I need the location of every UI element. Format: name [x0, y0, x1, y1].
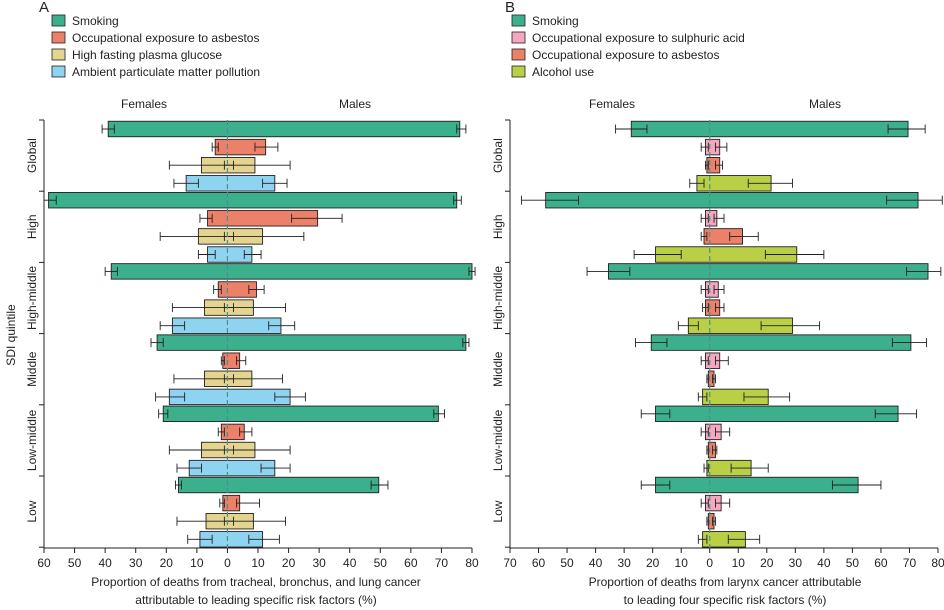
x-tick-label: 50 [560, 556, 574, 570]
bar-low-middle-0 [162, 405, 439, 422]
bar-global-3 [185, 175, 276, 192]
legend-swatch-0 [511, 14, 526, 27]
x-tick-label: 80 [465, 556, 479, 570]
legend-swatch-3 [51, 65, 66, 78]
group-label-high: High [491, 214, 505, 239]
panel-a-group-labels: Global High High-middle Middle Low-middle Low [25, 119, 44, 548]
x-tick-label: 40 [589, 556, 603, 570]
legend-label-0: Smoking [532, 14, 579, 28]
group-label-global: Global [491, 138, 505, 173]
legend-swatch-1 [511, 31, 526, 44]
panel-a-xlabel-line2: attributable to leading specific risk fa… [135, 593, 376, 607]
legend-swatch-3 [511, 65, 526, 78]
x-tick-label: 10 [732, 556, 746, 570]
bar-middle-3 [168, 388, 291, 406]
x-tick-label: 30 [129, 556, 143, 570]
group-label-high: High [25, 214, 39, 239]
panel-a: A Smoking Occupational exposure to asbest… [25, 0, 479, 607]
bar-high-middle-3 [171, 317, 282, 334]
panel-b-xlabel-line1: Proportion of deaths from larynx cancer … [589, 575, 862, 589]
x-tick-label: 60 [37, 556, 51, 570]
legend-label-2: Occupational exposure to asbestos [532, 48, 719, 62]
group-label-low-middle: Low-middle [25, 409, 39, 471]
x-tick-label: 40 [817, 556, 831, 570]
panel-a-letter: A [39, 0, 49, 16]
x-tick-label: 0 [224, 556, 231, 570]
bar-global-0 [107, 120, 461, 138]
x-tick-label: 10 [190, 556, 204, 570]
panel-a-females-label: Females [121, 97, 167, 111]
x-tick-label: 70 [903, 556, 917, 570]
panel-b-xlabel-line2: to leading four specific risk factors (%… [624, 593, 827, 607]
panel-b-females-label: Females [589, 97, 635, 111]
legend-label-3: Alcohol use [532, 65, 594, 79]
legend-swatch-1 [51, 31, 66, 44]
group-label-high-middle: High-middle [25, 266, 39, 330]
panel-b-bars [520, 120, 943, 548]
legend-swatch-2 [511, 48, 526, 61]
x-tick-label: 60 [404, 556, 418, 570]
group-label-global: Global [25, 138, 39, 173]
panel-b-x-ticks: 70 60 50 40 30 20 10 0 10 20 30 40 50 60 70 80 [503, 548, 944, 570]
x-tick-label: 0 [706, 556, 713, 570]
x-tick-label: 60 [874, 556, 888, 570]
x-tick-label: 70 [435, 556, 449, 570]
panel-b: B Smoking Occupational exposure to sulphu… [491, 0, 944, 607]
x-tick-label: 20 [160, 556, 174, 570]
bar-low-0 [178, 476, 380, 494]
x-tick-label: 70 [503, 556, 517, 570]
bar-middle-0 [650, 334, 912, 351]
x-tick-label: 80 [931, 556, 944, 570]
legend-swatch-2 [51, 48, 66, 61]
legend-label-3: Ambient particulate matter pollution [72, 65, 260, 79]
bar-low-middle-0 [655, 405, 899, 422]
x-tick-label: 30 [789, 556, 803, 570]
x-tick-label: 20 [646, 556, 660, 570]
legend-label-1: Occupational exposure to asbestos [72, 31, 259, 45]
x-tick-label: 10 [251, 556, 265, 570]
x-tick-label: 40 [98, 556, 112, 570]
group-label-middle: Middle [25, 351, 39, 387]
legend-swatch-0 [51, 14, 66, 27]
group-label-low-middle: Low-middle [491, 409, 505, 471]
panel-b-group-labels: Global High High-middle Middle Low-middle Low [491, 119, 510, 548]
x-tick-label: 50 [68, 556, 82, 570]
panel-a-males-label: Males [339, 97, 371, 111]
panel-b-legend: Smoking Occupational exposure to sulphuri… [511, 14, 745, 79]
x-tick-label: 30 [617, 556, 631, 570]
bar-low-0 [655, 476, 859, 494]
x-tick-label: 10 [675, 556, 689, 570]
bar-high-middle-0 [607, 263, 929, 280]
panel-b-letter: B [505, 0, 515, 16]
panel-a-xlabel-line1: Proportion of deaths from tracheal, bron… [91, 575, 421, 589]
x-tick-label: 50 [846, 556, 860, 570]
panel-b-males-label: Males [809, 97, 841, 111]
panel-a-bars [43, 120, 476, 548]
group-label-middle: Middle [491, 351, 505, 387]
bar-high-0 [48, 191, 458, 209]
x-tick-label: 40 [343, 556, 357, 570]
bar-global-0 [630, 120, 909, 138]
legend-label-1: Occupational exposure to sulphuric acid [532, 31, 745, 45]
group-label-high-middle: High-middle [491, 266, 505, 330]
legend-label-0: Smoking [72, 14, 119, 28]
bar-high-middle-0 [110, 263, 473, 280]
legend-label-2: High fasting plasma glucose [72, 48, 222, 62]
x-tick-label: 20 [282, 556, 296, 570]
panel-a-x-ticks: 60 50 40 30 20 10 0 10 20 30 40 50 60 70 80 [37, 548, 479, 570]
x-tick-label: 20 [760, 556, 774, 570]
sdi-quintile-label: SDI quintile [4, 304, 18, 366]
group-label-low: Low [25, 500, 39, 522]
x-tick-label: 30 [312, 556, 326, 570]
bar-middle-0 [156, 334, 467, 351]
panel-a-legend: Smoking Occupational exposure to asbestos… [51, 14, 260, 79]
x-tick-label: 50 [374, 556, 388, 570]
bar-high-0 [545, 191, 919, 209]
group-label-low: Low [491, 500, 505, 522]
x-tick-label: 60 [532, 556, 546, 570]
